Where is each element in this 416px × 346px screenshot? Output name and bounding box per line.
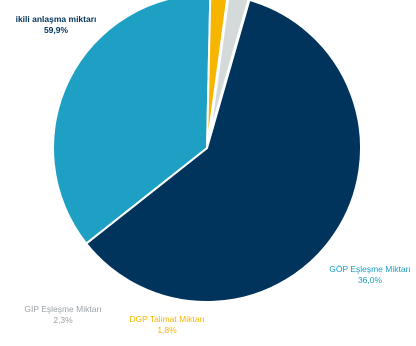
pie-slice-gip-eslesme-miktari [208,0,250,135]
slice-label-gop-eslesme-miktari: GÖP Eşleşme Miktarı 36,0% [329,264,411,285]
pie-slice-ikili-anlasma-miktari [84,0,362,303]
pie-slice-gop-eslesme-miktari [52,0,212,245]
slice-label-gip-eslesme-miktari: GİP Eşleşme Miktarı 2,3% [24,304,101,325]
slice-label-ikili-anlasma-miktari: ikili anlaşma miktarı 59,9% [16,14,97,35]
pie-slice-dgp-talimat-miktari [206,0,229,149]
slice-label-dgp-talimat-miktari: DGP Talimat Miktarı 1,8% [129,314,204,335]
